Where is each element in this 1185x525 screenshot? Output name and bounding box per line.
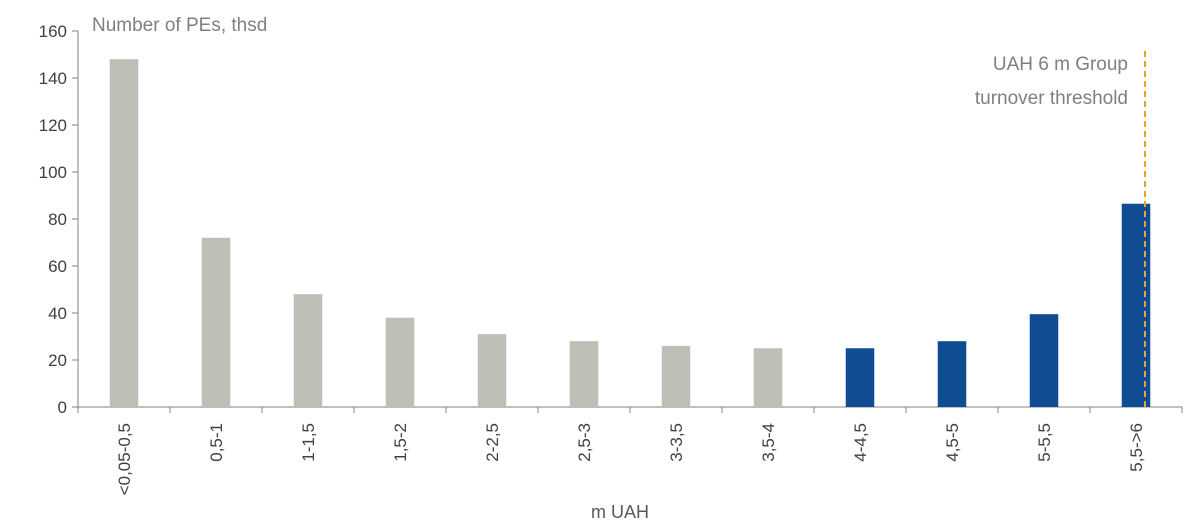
bar — [385, 317, 415, 407]
bar — [293, 294, 323, 407]
bar — [477, 334, 507, 407]
bar — [569, 341, 599, 407]
x-tick-label: 3,5-4 — [759, 423, 778, 462]
threshold-annotation-line-2: turnover threshold — [975, 88, 1128, 109]
bar — [1029, 314, 1059, 407]
y-axis: 0 20 40 60 80 100 120 140 160 — [39, 22, 79, 417]
bar — [845, 348, 875, 407]
x-tick-label: 0,5-1 — [207, 423, 226, 462]
bar — [937, 341, 967, 407]
x-tick-label: <0,05-0,5 — [115, 423, 134, 495]
x-axis-title: m UAH — [591, 502, 649, 522]
x-tick-label: 3-3,5 — [667, 423, 686, 462]
x-tick-label: 5,5->6 — [1127, 423, 1146, 472]
x-tick-label: 4-4,5 — [851, 423, 870, 462]
x-tick-label: 2,5-3 — [575, 423, 594, 462]
y-axis-title: Number of PEs, thsd — [92, 15, 267, 36]
y-tick-label: 40 — [48, 304, 67, 323]
x-tick-label: 4,5-5 — [943, 423, 962, 462]
x-tick-label: 5-5,5 — [1035, 423, 1054, 462]
x-tick-label: 2-2,5 — [483, 423, 502, 462]
y-tick-label: 100 — [39, 163, 67, 182]
y-tick-label: 80 — [48, 210, 67, 229]
y-tick-label: 160 — [39, 22, 67, 41]
y-tick-label: 60 — [48, 257, 67, 276]
bar — [661, 345, 691, 407]
y-tick-label: 140 — [39, 69, 67, 88]
x-tick-label: 1,5-2 — [391, 423, 410, 462]
x-tick-label: 1-1,5 — [299, 423, 318, 462]
threshold-annotation-line-1: UAH 6 m Group — [993, 54, 1128, 75]
bar — [109, 59, 139, 407]
bars — [109, 59, 1151, 407]
y-tick-label: 0 — [58, 398, 67, 417]
bar — [753, 348, 783, 407]
x-axis: <0,05-0,5 0,5-1 1-1,5 1,5-2 2-2,5 2,5-3 3-3,5 3… — [77, 406, 1183, 495]
y-tick-label: 120 — [39, 116, 67, 135]
bar — [201, 237, 231, 407]
y-tick-label: 20 — [48, 351, 67, 370]
